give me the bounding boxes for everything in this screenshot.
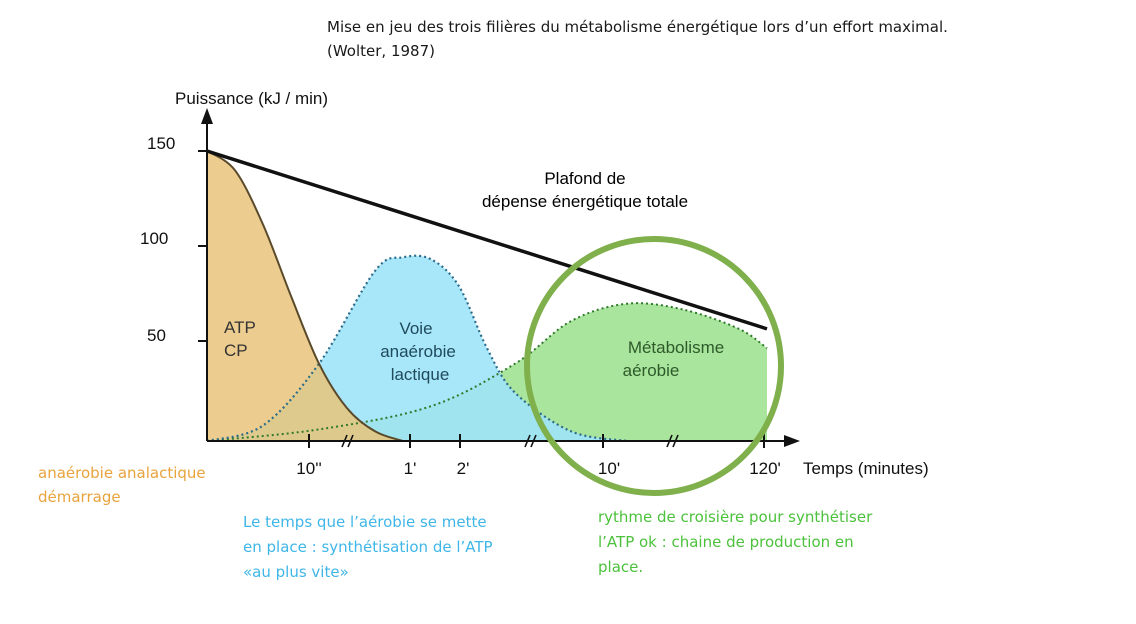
y-tick-label-50: 50 <box>147 326 166 345</box>
chart-title-line1: Mise en jeu des trois filières du métabo… <box>327 18 948 36</box>
lactic-curve <box>206 254 628 443</box>
aerobic-curve <box>206 302 768 442</box>
atp-cp-curve <box>206 150 404 442</box>
axis-break-2b <box>530 434 537 448</box>
x-tick-label-10s: 10'' <box>296 459 321 478</box>
annotation-orange: anaérobie analactique démarrage <box>38 464 206 506</box>
region-labels: ATP CP Voie anaérobie lactique Métabolis… <box>224 318 724 384</box>
y-axis-arrow <box>201 108 213 124</box>
aerobic-area <box>207 303 767 441</box>
chart-title-line2: (Wolter, 1987) <box>327 42 435 60</box>
y-tick-label-100: 100 <box>140 229 168 248</box>
curve-layer <box>206 150 768 443</box>
x-axis-label: Temps (minutes) <box>803 459 929 478</box>
x-axis-arrow <box>784 435 800 447</box>
lactic-label-line1: Voie <box>399 319 432 338</box>
x-tick-label-2min: 2' <box>457 459 470 478</box>
atp-label-line1: ATP <box>224 318 256 337</box>
atp-cp-area <box>207 151 403 441</box>
aerobic-label-line1: Métabolisme <box>628 338 724 357</box>
axis-break-2a <box>524 434 531 448</box>
area-layer <box>207 151 767 441</box>
lactic-label-line3: lactique <box>391 365 450 384</box>
ceiling-label-line2: dépense énergétique totale <box>482 192 688 211</box>
x-tick-label-1min: 1' <box>404 459 417 478</box>
aerobic-label-line2: aérobie <box>623 361 680 380</box>
y-tick-label-150: 150 <box>147 134 175 153</box>
axis-break-3b <box>672 434 679 448</box>
blue-note-line2: en place : synthétisation de l’ATP <box>243 538 493 556</box>
x-tick-label-10min: 10' <box>598 459 620 478</box>
green-note-line2: l’ATP ok : chaine de production en <box>598 533 854 551</box>
blue-note-line3: «au plus vite» <box>243 563 349 581</box>
orange-note-line2: démarrage <box>38 488 121 506</box>
lactic-label-line2: anaérobie <box>380 342 456 361</box>
axis-break-marks <box>341 434 679 448</box>
atp-label-line2: CP <box>224 341 248 360</box>
annotation-green: rythme de croisière pour synthétiser l’A… <box>598 508 873 576</box>
x-tick-label-120min: 120' <box>749 459 781 478</box>
green-note-line1: rythme de croisière pour synthétiser <box>598 508 873 526</box>
y-ticks: 150 100 50 <box>140 134 207 345</box>
annotation-blue: Le temps que l’aérobie se mette en place… <box>243 513 493 581</box>
highlight-circle <box>524 236 784 496</box>
axis-break-1a <box>341 434 348 448</box>
green-note-line3: place. <box>598 558 643 576</box>
orange-note-line1: anaérobie analactique <box>38 464 206 482</box>
y-axis-label: Puissance (kJ / min) <box>175 89 328 108</box>
ceiling-label-line1: Plafond de <box>544 169 625 188</box>
blue-note-line1: Le temps que l’aérobie se mette <box>243 513 487 531</box>
ceiling-line <box>206 149 768 331</box>
axis-break-3a <box>666 434 673 448</box>
axis-break-1b <box>347 434 354 448</box>
x-ticks: 10'' 1' 2' 10' 120' <box>296 434 781 478</box>
